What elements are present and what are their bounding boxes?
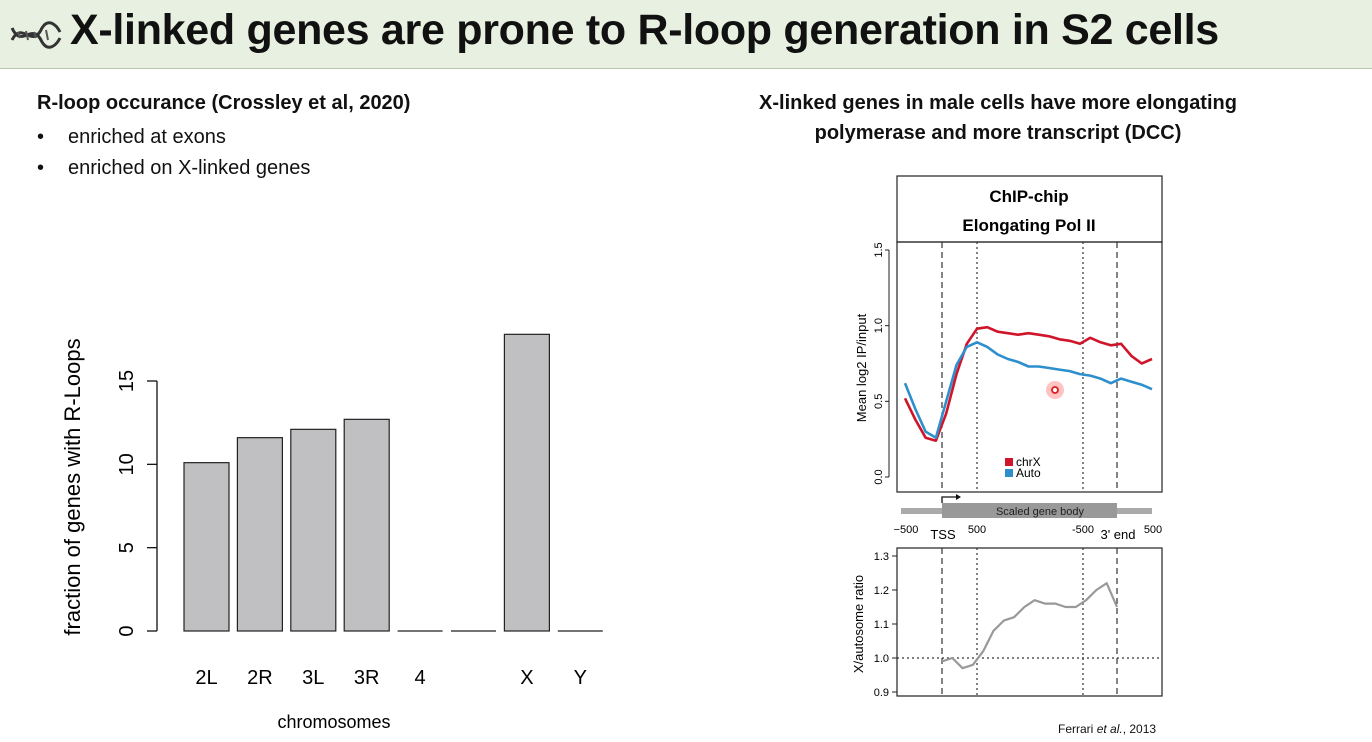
tss-arrowhead-icon (956, 494, 961, 500)
x-tick-label: 3L (302, 667, 324, 689)
y-tick-label: 5 (116, 542, 138, 553)
bar (183, 462, 230, 632)
citation: Ferrari et al., 2013 (1058, 722, 1156, 736)
ratio-chart-y-axis: 0.9 1.0 1.1 1.2 1.3 (874, 551, 898, 699)
citation-author: Ferrari (1058, 722, 1094, 736)
x-label-right-end: 500 (1144, 524, 1162, 536)
bar (343, 418, 390, 632)
x-label-tss-end: 500 (968, 524, 986, 536)
gene-flank-left (901, 508, 942, 514)
series-line-auto (903, 340, 1153, 440)
ratio-chart-series (941, 582, 1119, 670)
line-chart-series (903, 325, 1153, 443)
y-tick-label: 0.9 (874, 687, 889, 699)
cursor-marker-core (1051, 386, 1059, 394)
y-tick-label: 1.3 (874, 551, 889, 563)
x-tick-label: Y (574, 667, 587, 689)
ratio-chart-y-label: X/autosome ratio (851, 575, 866, 673)
gene-body-track: Scaled gene body (901, 494, 1152, 518)
line-chart-legend: chrX Auto (1005, 455, 1041, 480)
line-chart-y-axis: 0.0 0.5 1.0 1.5 (873, 242, 890, 485)
x-tick-label: X (520, 667, 533, 689)
ratio-chart-guides (897, 548, 1162, 696)
dna-icon (10, 21, 62, 49)
x-label-tss: TSS (930, 527, 956, 542)
y-tick-label: 0.0 (873, 469, 885, 484)
left-heading: R-loop occurance (Crossley et al, 2020) (37, 92, 411, 114)
tss-arrow-icon (941, 496, 956, 503)
y-tick-label: 0 (116, 625, 138, 636)
bar-chart-y-axis: 0 5 10 15 (116, 370, 158, 637)
ratio-series-line (941, 582, 1119, 670)
bar (503, 333, 550, 632)
gene-body-box (942, 503, 1117, 518)
x-tick-label: 4 (415, 667, 426, 689)
x-tick-label: 3R (354, 667, 380, 689)
x-tick-label: 2R (247, 667, 273, 689)
y-tick-label: 1.0 (873, 318, 885, 333)
line-chart-guides (941, 242, 1118, 492)
series-line-chrx (903, 325, 1153, 443)
y-tick-label: 1.2 (874, 585, 889, 597)
legend-swatch-auto (1005, 469, 1013, 477)
gene-flank-right (1117, 508, 1152, 514)
y-tick-label: 15 (116, 370, 138, 392)
bar-chart-x-ticks: 2L 2R 3L 3R 4 X Y (195, 667, 587, 689)
legend-swatch-chrx (1005, 458, 1013, 466)
citation-year: , 2013 (1122, 722, 1157, 736)
y-tick-label: 0.5 (873, 394, 885, 409)
line-chart-y-label: Mean log2 IP/input (854, 313, 869, 422)
x-label-left-start: −500 (894, 524, 919, 536)
y-tick-label: 10 (116, 453, 138, 475)
ratio-plot-frame (896, 547, 1163, 697)
line-chart-title: ChIP-chip (989, 187, 1068, 206)
y-tick-label: 1.1 (874, 619, 889, 631)
right-heading: X-linked genes in male cells have more e… (700, 88, 1296, 148)
bullet-item: enriched on X-linked genes (37, 153, 310, 184)
right-heading-line1: X-linked genes in male cells have more e… (759, 92, 1237, 114)
line-chart-plot-frame (896, 241, 1163, 493)
line-chart-title-box (896, 175, 1163, 243)
title-bar: X-linked genes are prone to R-loop gener… (0, 0, 1372, 69)
x-label-end: 3' end (1100, 527, 1135, 542)
bar-chart-y-label: fraction of genes with R-Loops (60, 338, 85, 635)
right-heading-line2: polymerase and more transcript (DCC) (814, 122, 1182, 144)
left-bullet-list: enriched at exons enriched on X-linked g… (37, 122, 310, 184)
citation-etal: et al. (1096, 722, 1123, 736)
slide-title: X-linked genes are prone to R-loop gener… (70, 6, 1219, 54)
bar (290, 428, 337, 632)
bullet-item: enriched at exons (37, 122, 310, 153)
bar (236, 437, 283, 632)
x-tick-label: 2L (195, 667, 217, 689)
line-chart-subtitle: Elongating Pol II (962, 216, 1095, 235)
gene-body-label: Scaled gene body (996, 506, 1085, 518)
x-label-end-start: -500 (1072, 524, 1094, 536)
y-tick-label: 1.0 (874, 653, 889, 665)
y-tick-label: 1.5 (873, 242, 885, 257)
bar-chart-x-label: chromosomes (277, 712, 390, 732)
legend-label-chrx: chrX (1016, 455, 1041, 469)
bar-chart-bars (183, 333, 603, 632)
legend-label-auto: Auto (1016, 466, 1041, 480)
